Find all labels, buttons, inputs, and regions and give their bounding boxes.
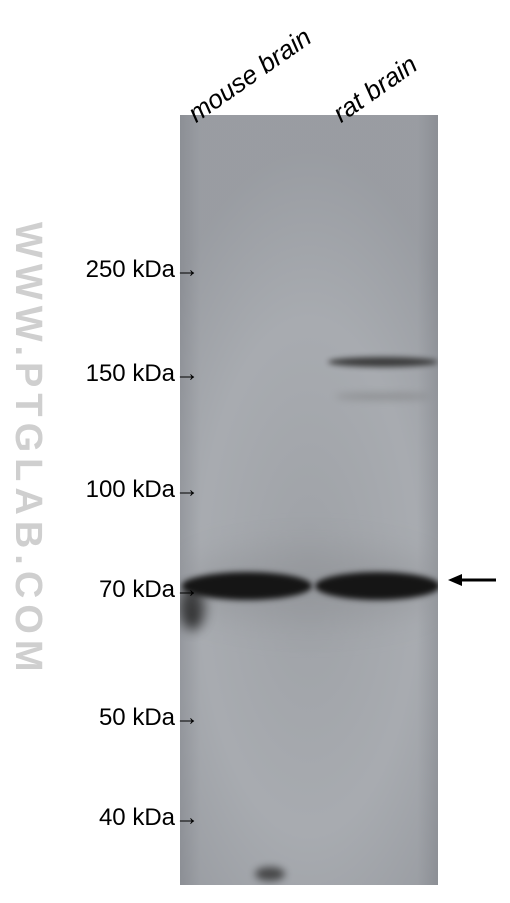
mw-text-250: 250 kDa [86, 256, 175, 283]
main-band-lane2 [315, 572, 438, 600]
mw-text-70: 70 kDa [99, 576, 175, 603]
figure-container: WWW.PTGLAB.COM mouse brain rat brain 250… [0, 0, 510, 903]
mw-marker-250: 250 kDa [0, 256, 175, 284]
bottom-spot-lane1 [255, 867, 285, 881]
mw-marker-50: 50 kDa [0, 704, 175, 732]
arrow-right-icon [175, 476, 199, 504]
blot-membrane [180, 115, 438, 885]
mw-text-50: 50 kDa [99, 704, 175, 731]
watermark-text: WWW.PTGLAB.COM [6, 222, 49, 677]
mw-marker-100: 100 kDa [0, 476, 175, 504]
lane-label-1: mouse brain [182, 22, 317, 129]
arrow-right-icon [175, 804, 199, 832]
arrow-right-icon [175, 704, 199, 732]
mw-marker-40: 40 kDa [0, 804, 175, 832]
mw-marker-150: 150 kDa [0, 360, 175, 388]
mw-text-100: 100 kDa [86, 476, 175, 503]
mw-marker-70: 70 kDa [0, 576, 175, 604]
veryfaint-band-lane2 [335, 393, 430, 400]
arrow-right-icon [175, 360, 199, 388]
arrow-right-icon [175, 576, 199, 604]
faint-band-lane2-upper [328, 357, 438, 367]
main-band-lane1 [182, 572, 312, 600]
mw-text-40: 40 kDa [99, 804, 175, 831]
arrow-right-icon [175, 256, 199, 284]
mw-text-150: 150 kDa [86, 360, 175, 387]
target-band-arrow-icon [448, 570, 498, 590]
